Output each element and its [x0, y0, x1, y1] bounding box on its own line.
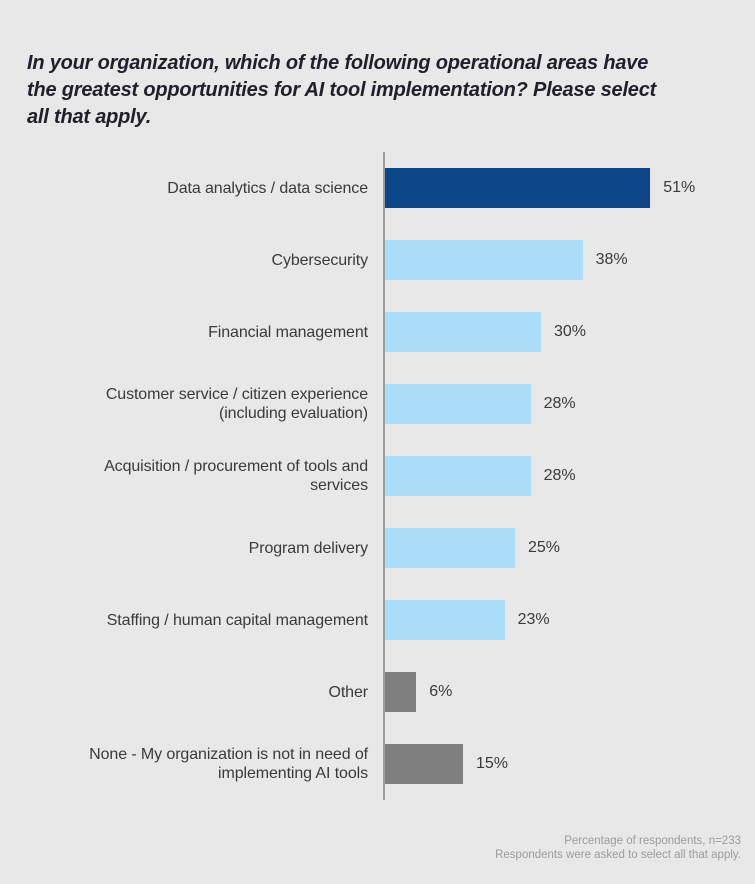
value-label: 51% — [663, 179, 696, 196]
category-label: Staffing / human capital management — [106, 611, 368, 629]
value-label: 38% — [595, 251, 628, 268]
chart-row: Data analytics / data science 51% — [0, 152, 755, 224]
chart-row: None - My organization is not in need of… — [0, 728, 755, 800]
bar-chart: Data analytics / data science 51% Cybers… — [0, 152, 755, 800]
bar-zone: 15% — [385, 744, 508, 784]
category-label: Acquisition / procurement of tools and s… — [104, 458, 368, 494]
bar-zone: 6% — [385, 672, 452, 712]
category-label: Data analytics / data science — [167, 179, 368, 197]
bar — [385, 528, 515, 568]
category-label: Other — [328, 683, 368, 701]
y-axis-line — [383, 152, 385, 800]
category-label: Customer service / citizen experience (i… — [105, 386, 368, 422]
bar-zone: 38% — [385, 240, 628, 280]
bar-zone: 28% — [385, 456, 576, 496]
value-label: 15% — [476, 755, 509, 772]
bar — [385, 456, 531, 496]
bar-zone: 51% — [385, 168, 695, 208]
chart-row: Staffing / human capital management 23% — [0, 584, 755, 656]
value-label: 6% — [429, 683, 453, 700]
chart-row: Other 6% — [0, 656, 755, 728]
chart-row: Cybersecurity 38% — [0, 224, 755, 296]
footnote-line-1: Percentage of respondents, n=233 — [564, 835, 741, 847]
value-label: 25% — [528, 539, 561, 556]
value-label: 28% — [543, 395, 576, 412]
value-label: 28% — [543, 467, 576, 484]
bar-zone: 25% — [385, 528, 560, 568]
value-label: 23% — [517, 611, 550, 628]
value-label: 30% — [554, 323, 587, 340]
bar — [385, 168, 651, 208]
chart-title-question: In your organization, which of the follo… — [27, 52, 657, 128]
bar — [385, 312, 541, 352]
category-label: Program delivery — [248, 539, 368, 557]
chart-row: Program delivery 25% — [0, 512, 755, 584]
chart-row: Financial management 30% — [0, 296, 755, 368]
bar-zone: 30% — [385, 312, 586, 352]
bar — [385, 744, 463, 784]
chart-row: Acquisition / procurement of tools and s… — [0, 440, 755, 512]
bar — [385, 240, 583, 280]
chart-row: Customer service / citizen experience (i… — [0, 368, 755, 440]
bar-zone: 23% — [385, 600, 550, 640]
chart-footnote: Percentage of respondents, n=233 Respond… — [495, 834, 741, 862]
bar-zone: 28% — [385, 384, 576, 424]
category-label: Cybersecurity — [271, 251, 368, 269]
category-label: None - My organization is not in need of… — [89, 746, 368, 782]
footnote-line-2: Respondents were asked to select all tha… — [495, 849, 741, 861]
category-label: Financial management — [208, 323, 368, 341]
bar — [385, 600, 505, 640]
bar — [385, 384, 531, 424]
bar — [385, 672, 417, 712]
